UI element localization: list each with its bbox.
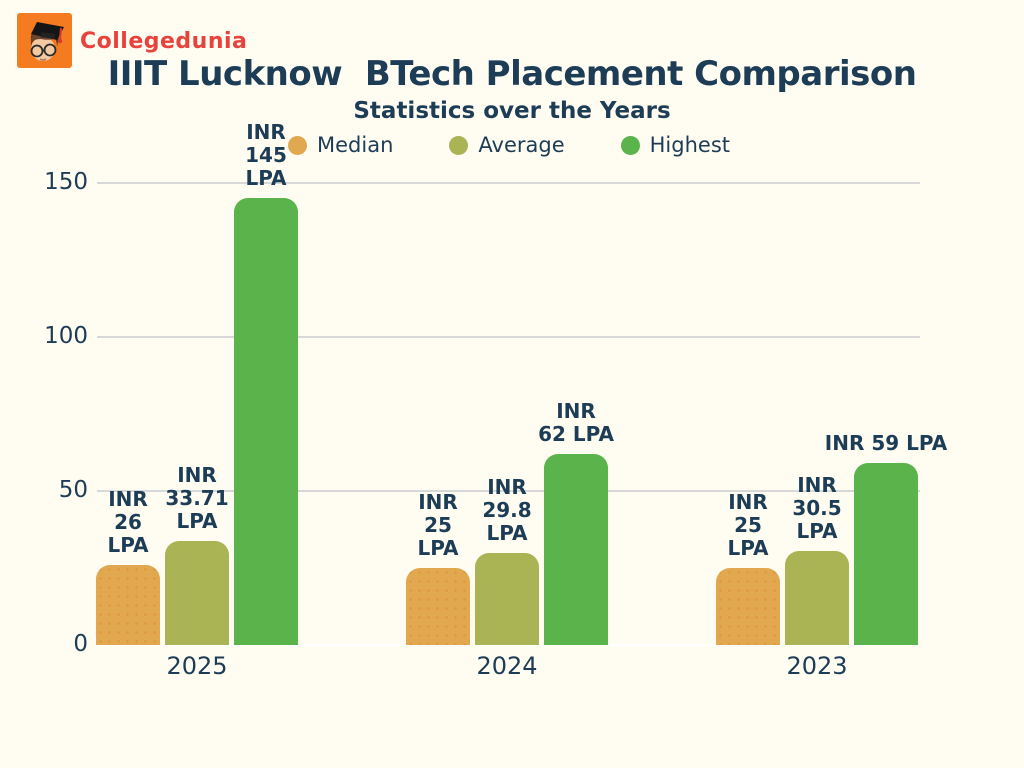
x-axis-category-label: 2025 [166,652,228,680]
bar-average-2024 [475,553,539,645]
legend-item-highest: Highest [620,133,731,157]
bar-median-2025 [96,565,160,645]
bar-value-label: INR 30.5 LPA [792,473,842,543]
bar-value-label: INR 145 LPA [245,120,287,190]
y-axis-tick-label: 50 [58,477,88,503]
y-axis-tick-label: 100 [44,323,88,349]
bar-value-label: INR 25 LPA [727,490,769,560]
x-axis-category-label: 2023 [786,652,848,680]
mascot-icon [30,22,64,61]
legend-item-median: Median [288,133,393,157]
brand-name: Collegedunia [80,29,248,54]
bar-highest-2025 [234,198,298,645]
bar-value-label: INR 62 LPA [538,399,614,446]
bar-highest-2024 [544,454,608,645]
legend-dot-icon [620,135,640,155]
legend-label: Highest [649,133,731,157]
legend-item-average: Average [449,133,565,157]
legend-label: Average [478,133,565,157]
bar-value-label: INR 59 LPA [824,431,948,455]
bar-median-2024 [406,568,470,645]
x-axis-category-label: 2024 [476,652,538,680]
y-axis-tick-label: 0 [73,631,88,657]
y-axis-tick-label: 150 [44,169,88,195]
bar-value-label: INR 25 LPA [417,490,459,560]
chart-legend: Median Average Highest [288,132,730,158]
legend-dot-icon [449,135,469,155]
page-title: IIIT Lucknow BTech Placement Comparison [107,54,917,94]
collegedunia-logo [17,13,72,68]
bar-median-2023 [716,568,780,645]
bar-highest-2023 [854,463,918,645]
bar-value-label: INR 29.8 LPA [482,475,532,545]
gridline [97,490,920,492]
bar-value-label: INR 26 LPA [107,487,149,557]
legend-label: Median [317,133,394,157]
bar-value-label: INR 33.71 LPA [165,463,229,533]
x-axis-baseline [97,644,920,646]
gridline [97,182,920,184]
bar-average-2023 [785,551,849,645]
legend-dot-icon [288,135,307,155]
page-subtitle: Statistics over the Years [353,98,671,124]
gridline [97,336,920,338]
bar-average-2025 [165,541,229,645]
